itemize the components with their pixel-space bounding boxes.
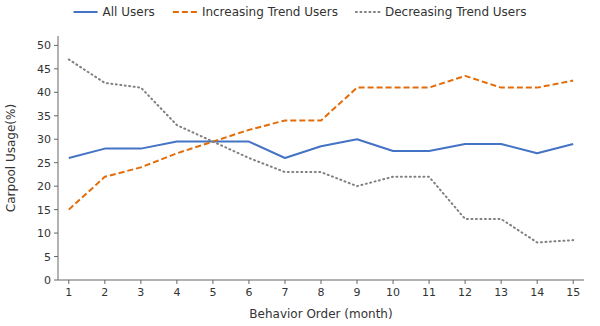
x-tick bbox=[212, 280, 213, 284]
x-tick bbox=[357, 280, 358, 284]
x-tick bbox=[176, 280, 177, 284]
y-axis-label: Carpool Usage(%) bbox=[4, 104, 18, 212]
x-tick bbox=[68, 280, 69, 284]
y-tick-label: 20 bbox=[37, 180, 51, 193]
x-tick-label: 6 bbox=[245, 286, 252, 299]
y-tick-label: 30 bbox=[37, 133, 51, 146]
legend-label: Decreasing Trend Users bbox=[385, 5, 527, 19]
y-tick-label: 50 bbox=[37, 39, 51, 52]
x-tick bbox=[429, 280, 430, 284]
y-tick bbox=[54, 139, 58, 140]
y-tick bbox=[54, 162, 58, 163]
x-tick-label: 15 bbox=[566, 286, 580, 299]
x-tick bbox=[321, 280, 322, 284]
x-tick bbox=[248, 280, 249, 284]
y-tick-label: 15 bbox=[37, 204, 51, 217]
y-tick-label: 5 bbox=[44, 251, 51, 264]
x-tick bbox=[573, 280, 574, 284]
legend-label: All Users bbox=[103, 5, 155, 19]
y-tick bbox=[54, 256, 58, 257]
legend-label: Increasing Trend Users bbox=[202, 5, 338, 19]
x-tick-label: 4 bbox=[173, 286, 180, 299]
y-tick-label: 45 bbox=[37, 63, 51, 76]
chart: 1234567891011121314150510152025303540455… bbox=[0, 0, 600, 326]
x-tick-label: 13 bbox=[494, 286, 508, 299]
x-tick bbox=[537, 280, 538, 284]
series-line bbox=[69, 139, 573, 158]
legend: All Users Increasing Trend Users Decreasin… bbox=[74, 5, 527, 19]
y-axis-line bbox=[58, 36, 59, 280]
series-line bbox=[69, 76, 573, 210]
y-tick bbox=[54, 209, 58, 210]
y-tick bbox=[54, 92, 58, 93]
y-tick bbox=[54, 115, 58, 116]
x-tick-label: 2 bbox=[101, 286, 108, 299]
x-tick-label: 8 bbox=[318, 286, 325, 299]
y-tick-label: 40 bbox=[37, 86, 51, 99]
x-tick-label: 12 bbox=[458, 286, 472, 299]
y-tick bbox=[54, 280, 58, 281]
y-tick bbox=[54, 68, 58, 69]
x-tick-label: 3 bbox=[137, 286, 144, 299]
y-tick-label: 0 bbox=[44, 274, 51, 287]
x-tick-label: 9 bbox=[354, 286, 361, 299]
x-tick bbox=[465, 280, 466, 284]
x-tick-label: 5 bbox=[209, 286, 216, 299]
x-tick-label: 14 bbox=[530, 286, 544, 299]
legend-swatch bbox=[74, 11, 98, 13]
y-tick bbox=[54, 233, 58, 234]
y-tick bbox=[54, 45, 58, 46]
plot-area bbox=[69, 59, 573, 242]
x-tick bbox=[104, 280, 105, 284]
x-tick-label: 10 bbox=[386, 286, 400, 299]
legend-swatch bbox=[173, 11, 197, 13]
y-tick-label: 35 bbox=[37, 110, 51, 123]
x-tick-label: 1 bbox=[65, 286, 72, 299]
y-tick-label: 10 bbox=[37, 227, 51, 240]
legend-swatch bbox=[356, 11, 380, 13]
x-tick bbox=[393, 280, 394, 284]
y-tick-label: 25 bbox=[37, 157, 51, 170]
y-tick bbox=[54, 186, 58, 187]
x-tick-label: 11 bbox=[422, 286, 436, 299]
series-line bbox=[69, 59, 573, 242]
x-tick bbox=[501, 280, 502, 284]
x-tick bbox=[140, 280, 141, 284]
x-axis-label: Behavior Order (month) bbox=[249, 307, 392, 321]
x-tick bbox=[284, 280, 285, 284]
x-tick-label: 7 bbox=[281, 286, 288, 299]
